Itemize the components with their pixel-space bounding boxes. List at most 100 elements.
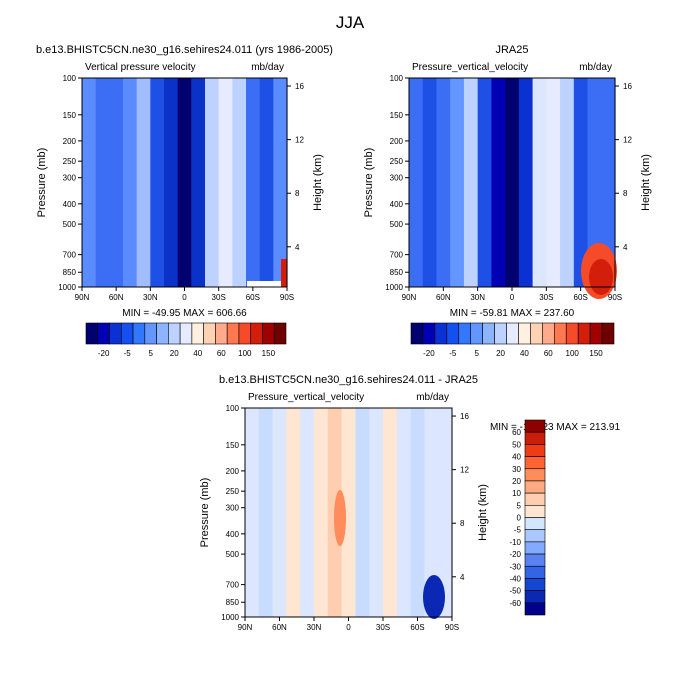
x-tick-label: 90S — [445, 623, 459, 632]
colorbar-box — [85, 322, 99, 345]
field-band — [109, 78, 124, 287]
colorbar-box — [577, 322, 591, 345]
field-band — [505, 78, 520, 287]
x-tick-label: 60S — [246, 293, 260, 302]
colorbar-box — [494, 322, 507, 345]
field-band — [532, 78, 547, 287]
field-band — [424, 408, 439, 617]
colorbar-box — [524, 419, 546, 433]
panel-subtitle: Vertical pressure velocity — [85, 62, 196, 73]
y-tick-label: 850 — [226, 598, 240, 607]
colorbar-label: -5 — [449, 349, 457, 358]
panel-units: mb/day — [579, 62, 612, 73]
colorbar-box — [542, 322, 555, 345]
height-tick-label: 16 — [623, 82, 632, 91]
y-tick-label: 200 — [390, 137, 404, 146]
height-axis-label: Height (km) — [312, 154, 324, 211]
y-tick-label: 500 — [226, 550, 240, 559]
colorbar-label: 0 — [517, 514, 522, 523]
field-band — [355, 408, 370, 617]
x-tick-label: 0 — [346, 623, 351, 632]
colorbar-box — [524, 480, 546, 494]
colorbar-box — [203, 322, 216, 345]
x-tick-label: 30S — [212, 293, 226, 302]
field-band — [232, 78, 247, 287]
field-band — [177, 78, 192, 287]
colorbar-label: 5 — [517, 501, 522, 510]
x-tick-label: 30N — [143, 293, 158, 302]
colorbar-box — [524, 456, 546, 470]
height-tick-label: 8 — [460, 519, 465, 528]
field-band — [560, 78, 575, 287]
colorbar-label: 30 — [512, 465, 521, 474]
y-tick-label: 300 — [63, 174, 77, 183]
y-tick-label: 500 — [63, 220, 77, 229]
colorbar-label: 100 — [566, 349, 580, 358]
field-band — [150, 78, 165, 287]
colorbar-label: 50 — [512, 440, 521, 449]
colorbar-box — [410, 322, 424, 345]
height-tick-label: 8 — [623, 189, 628, 198]
x-tick-label: 90S — [608, 293, 622, 302]
y-tick-label: 1000 — [58, 283, 76, 292]
x-tick-label: 60S — [574, 293, 588, 302]
colorbar-label: 60 — [544, 349, 553, 358]
colorbar-box — [524, 602, 546, 616]
height-tick-label: 16 — [460, 412, 469, 421]
field-band — [601, 78, 616, 287]
colorbar-box — [506, 322, 519, 345]
colorbar-label: -10 — [509, 538, 521, 547]
field-band — [410, 408, 425, 617]
field-feature — [334, 490, 346, 546]
y-tick-label: 700 — [63, 251, 77, 260]
colorbar-label: -40 — [509, 574, 521, 583]
y-tick-label: 250 — [390, 157, 404, 166]
panels: b.e13.BHISTC5CN.ne30_g16.sehires24.011 (… — [36, 44, 652, 632]
colorbar-box — [273, 322, 287, 345]
colorbar: -20 -5 5 20 40 60 100 150 — [85, 322, 287, 358]
field-band — [341, 408, 356, 617]
y-tick-label: 100 — [226, 404, 240, 413]
colorbar: -20 -5 5 20 40 60 100 150 — [410, 322, 615, 358]
field-band — [259, 78, 274, 287]
colorbar-label: 40 — [512, 453, 521, 462]
min-max-stats: MIN = -49.95 MAX = 606.66 — [122, 308, 247, 319]
field-band — [300, 408, 315, 617]
colorbar-label: 150 — [262, 349, 276, 358]
field-band — [491, 78, 506, 287]
colorbar-box — [524, 541, 546, 555]
panel-title: b.e13.BHISTC5CN.ne30_g16.sehires24.011 (… — [36, 44, 333, 56]
height-tick-label: 12 — [623, 136, 632, 145]
colorbar-label: -50 — [509, 587, 521, 596]
colorbar-box — [524, 590, 546, 604]
colorbar-box — [215, 322, 228, 345]
field-band — [82, 78, 97, 287]
panel-units: mb/day — [251, 62, 284, 73]
colorbar-box — [530, 322, 543, 345]
y-tick-label: 850 — [390, 268, 404, 277]
x-tick-label: 60N — [436, 293, 451, 302]
colorbar-label: 40 — [520, 349, 529, 358]
height-axis-label: Height (km) — [640, 154, 652, 211]
y-tick-label: 100 — [63, 74, 77, 83]
colorbar-label: 150 — [589, 349, 603, 358]
x-tick-label: 30S — [539, 293, 553, 302]
x-tick-label: 90S — [280, 293, 294, 302]
colorbar-label: 5 — [148, 349, 153, 358]
y-tick-label: 150 — [390, 111, 404, 120]
min-max-stats: MIN = -155.23 MAX = 213.91 — [490, 422, 621, 433]
y-tick-label: 250 — [226, 487, 240, 496]
colorbar-box — [458, 322, 472, 345]
field-band — [438, 408, 453, 617]
y-tick-label: 300 — [226, 504, 240, 513]
panel-title: b.e13.BHISTC5CN.ne30_g16.sehires24.011 -… — [219, 374, 478, 386]
colorbar-label: -20 — [509, 550, 521, 559]
y-tick-label: 500 — [390, 220, 404, 229]
colorbar-box — [482, 322, 495, 345]
field-band — [191, 78, 206, 287]
height-tick-label: 16 — [295, 82, 304, 91]
y-tick-label: 850 — [63, 268, 77, 277]
field-band — [286, 408, 301, 617]
field-band — [123, 78, 138, 287]
chart-panel-1: b.e13.BHISTC5CN.ne30_g16.sehires24.011 (… — [36, 44, 333, 358]
